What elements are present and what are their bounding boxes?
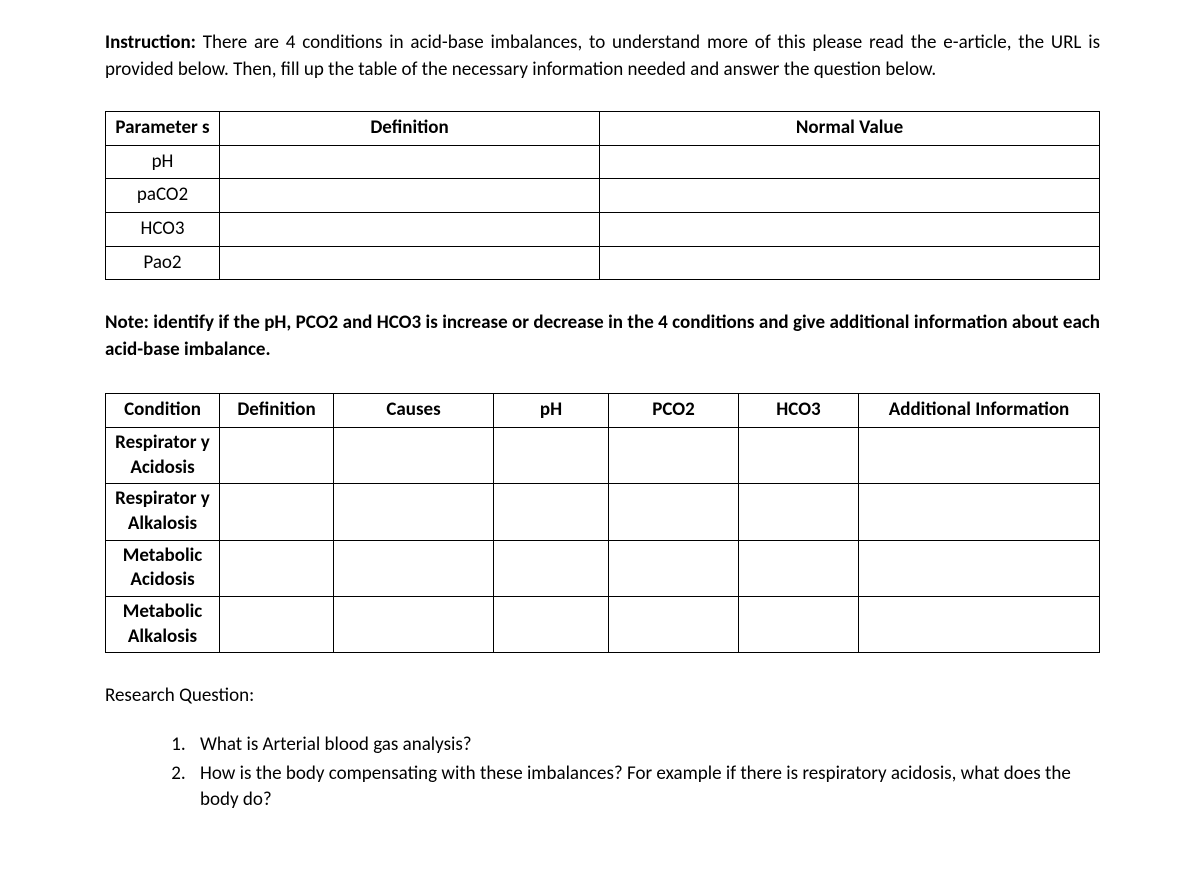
header-normal-value: Normal Value bbox=[600, 112, 1100, 146]
header-condition: Condition bbox=[106, 394, 220, 428]
normal-cell[interactable] bbox=[600, 246, 1100, 280]
table-row: pH bbox=[106, 145, 1100, 179]
condition-cell: Respirator y Alkalosis bbox=[106, 484, 220, 540]
condition-cell: Metabolic Alkalosis bbox=[106, 597, 220, 653]
header-ph: pH bbox=[494, 394, 609, 428]
normal-cell[interactable] bbox=[600, 212, 1100, 246]
def-cell[interactable] bbox=[220, 179, 600, 213]
pco2-cell[interactable] bbox=[609, 597, 739, 653]
table-row: Metabolic Acidosis bbox=[106, 540, 1100, 596]
table-row: HCO3 bbox=[106, 212, 1100, 246]
header-definition: Definition bbox=[220, 112, 600, 146]
def-cell[interactable] bbox=[220, 597, 334, 653]
add-cell[interactable] bbox=[859, 597, 1100, 653]
causes-cell[interactable] bbox=[334, 427, 494, 483]
research-question-label: Research Question: bbox=[105, 683, 1100, 710]
instruction-text: There are 4 conditions in acid-base imba… bbox=[105, 31, 1100, 81]
table-row: Respirator y Alkalosis bbox=[106, 484, 1100, 540]
def-cell[interactable] bbox=[220, 540, 334, 596]
param-cell: HCO3 bbox=[106, 212, 220, 246]
normal-cell[interactable] bbox=[600, 179, 1100, 213]
header-causes: Causes bbox=[334, 394, 494, 428]
param-cell: Pao2 bbox=[106, 246, 220, 280]
header-additional: Additional Information bbox=[859, 394, 1100, 428]
def-cell[interactable] bbox=[220, 212, 600, 246]
add-cell[interactable] bbox=[859, 540, 1100, 596]
causes-cell[interactable] bbox=[334, 597, 494, 653]
ph-cell[interactable] bbox=[494, 484, 609, 540]
table-row: Respirator y Acidosis bbox=[106, 427, 1100, 483]
add-cell[interactable] bbox=[859, 484, 1100, 540]
hco3-cell[interactable] bbox=[739, 540, 859, 596]
causes-cell[interactable] bbox=[334, 540, 494, 596]
param-cell: paCO2 bbox=[106, 179, 220, 213]
def-cell[interactable] bbox=[220, 246, 600, 280]
hco3-cell[interactable] bbox=[739, 427, 859, 483]
header-parameter: Parameter s bbox=[106, 112, 220, 146]
condition-cell: Metabolic Acidosis bbox=[106, 540, 220, 596]
instruction-label: Instruction: bbox=[105, 31, 196, 54]
param-cell: pH bbox=[106, 145, 220, 179]
hco3-cell[interactable] bbox=[739, 597, 859, 653]
questions-list: What is Arterial blood gas analysis? How… bbox=[105, 732, 1100, 814]
pco2-cell[interactable] bbox=[609, 484, 739, 540]
def-cell[interactable] bbox=[220, 427, 334, 483]
hco3-cell[interactable] bbox=[739, 484, 859, 540]
normal-cell[interactable] bbox=[600, 145, 1100, 179]
parameters-table: Parameter s Definition Normal Value pH p… bbox=[105, 111, 1100, 280]
header-hco3: HCO3 bbox=[739, 394, 859, 428]
table-row: paCO2 bbox=[106, 179, 1100, 213]
table-header-row: Condition Definition Causes pH PCO2 HCO3… bbox=[106, 394, 1100, 428]
def-cell[interactable] bbox=[220, 484, 334, 540]
note-text: Note: identify if the pH, PCO2 and HCO3 … bbox=[105, 310, 1100, 363]
ph-cell[interactable] bbox=[494, 427, 609, 483]
causes-cell[interactable] bbox=[334, 484, 494, 540]
question-item: How is the body compensating with these … bbox=[190, 761, 1100, 814]
instruction-paragraph: Instruction: There are 4 conditions in a… bbox=[105, 30, 1100, 83]
ph-cell[interactable] bbox=[494, 540, 609, 596]
condition-cell: Respirator y Acidosis bbox=[106, 427, 220, 483]
question-item: What is Arterial blood gas analysis? bbox=[190, 732, 1100, 759]
table-row: Pao2 bbox=[106, 246, 1100, 280]
pco2-cell[interactable] bbox=[609, 427, 739, 483]
header-pco2: PCO2 bbox=[609, 394, 739, 428]
conditions-table: Condition Definition Causes pH PCO2 HCO3… bbox=[105, 393, 1100, 653]
def-cell[interactable] bbox=[220, 145, 600, 179]
header-definition: Definition bbox=[220, 394, 334, 428]
ph-cell[interactable] bbox=[494, 597, 609, 653]
table-header-row: Parameter s Definition Normal Value bbox=[106, 112, 1100, 146]
add-cell[interactable] bbox=[859, 427, 1100, 483]
pco2-cell[interactable] bbox=[609, 540, 739, 596]
table-row: Metabolic Alkalosis bbox=[106, 597, 1100, 653]
